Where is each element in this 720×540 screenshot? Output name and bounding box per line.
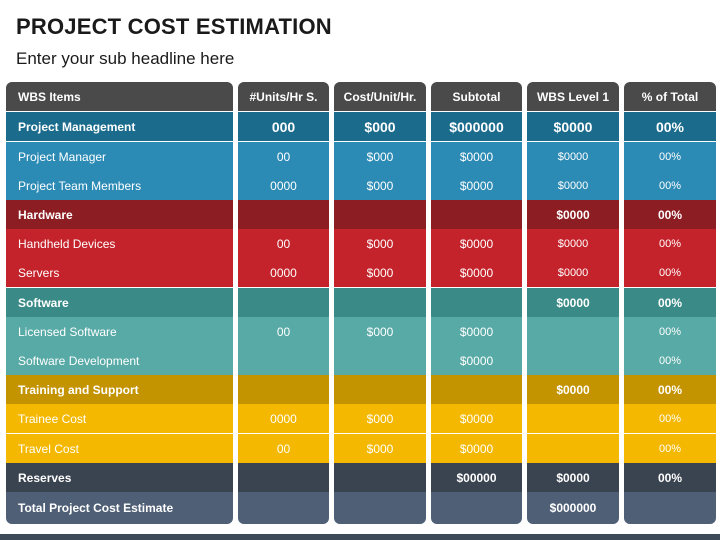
table-cell: 00% <box>624 200 716 229</box>
table-cell: Handheld Devices <box>6 229 233 258</box>
table-cell: 00% <box>624 317 716 346</box>
table-cell: 0000 <box>238 171 329 200</box>
table-cell: $0000 <box>431 142 522 171</box>
column-wbs-level-1: WBS Level 1 $0000 $0000 $0000 $0000 $0000 $000… <box>527 82 619 524</box>
table-cell: 00% <box>624 404 716 433</box>
header-cell: WBS Level 1 <box>527 82 619 111</box>
table-cell <box>431 200 522 229</box>
table-cell: 00 <box>238 229 329 258</box>
table-cell: Software Development <box>6 346 233 375</box>
table-cell: 0000 <box>238 258 329 287</box>
table-cell: 00% <box>624 463 716 492</box>
table-cell: Reserves <box>6 463 233 492</box>
table-cell: $0000 <box>431 317 522 346</box>
table-cell: 00% <box>624 375 716 404</box>
table-cell: 00 <box>238 142 329 171</box>
table-cell: Software <box>6 288 233 317</box>
table-cell: $000000 <box>431 112 522 141</box>
table-cell: $000 <box>334 404 426 433</box>
table-cell <box>431 288 522 317</box>
table-cell: $0000 <box>431 434 522 463</box>
table-cell: 00 <box>238 434 329 463</box>
table-cell: $0000 <box>431 346 522 375</box>
table-cell: $000 <box>334 434 426 463</box>
table-cell: $000000 <box>527 492 619 524</box>
header-cell: WBS Items <box>6 82 233 111</box>
table-cell: $000 <box>334 142 426 171</box>
table-cell <box>624 492 716 524</box>
table-cell <box>238 375 329 404</box>
header-cell: Cost/Unit/Hr. <box>334 82 426 111</box>
table-cell <box>334 463 426 492</box>
table-cell: $000 <box>334 258 426 287</box>
table-cell: Project Manager <box>6 142 233 171</box>
table-cell: 00% <box>624 142 716 171</box>
table-cell: $000 <box>334 229 426 258</box>
bottom-bar <box>0 534 720 540</box>
column-units: #Units/Hr S. 000 00 0000 00 0000 00 0000 00 <box>238 82 329 524</box>
table-cell: $0000 <box>431 229 522 258</box>
table-cell: $0000 <box>527 112 619 141</box>
table-cell <box>527 346 619 375</box>
table-cell <box>431 492 522 524</box>
table-cell: Hardware <box>6 200 233 229</box>
table-cell <box>238 492 329 524</box>
column-percent: % of Total 00% 00% 00% 00% 00% 00% 00% 00% 00% 00%… <box>624 82 716 524</box>
table-cell <box>334 288 426 317</box>
table-cell: $0000 <box>431 404 522 433</box>
column-subtotal: Subtotal $000000 $0000 $0000 $0000 $0000 $0000… <box>431 82 522 524</box>
header-cell: Subtotal <box>431 82 522 111</box>
table-cell <box>527 434 619 463</box>
table-cell <box>334 346 426 375</box>
table-cell: 00 <box>238 317 329 346</box>
table-cell: $0000 <box>527 288 619 317</box>
table-cell: Project Team Members <box>6 171 233 200</box>
table-cell <box>334 200 426 229</box>
table-cell: Travel Cost <box>6 434 233 463</box>
slide-subtitle: Enter your sub headline here <box>16 49 235 68</box>
table-cell <box>238 463 329 492</box>
table-cell <box>238 200 329 229</box>
table-cell: $0000 <box>431 171 522 200</box>
table-cell: 00% <box>624 229 716 258</box>
header-cell: % of Total <box>624 82 716 111</box>
table-cell: $0000 <box>527 258 619 287</box>
table-cell: $000 <box>334 317 426 346</box>
table-cell: $0000 <box>431 258 522 287</box>
table-cell <box>238 346 329 375</box>
table-cell: 00% <box>624 346 716 375</box>
table-cell: $000 <box>334 112 426 141</box>
table-cell: $0000 <box>527 171 619 200</box>
table-cell: Licensed Software <box>6 317 233 346</box>
table-cell: $0000 <box>527 229 619 258</box>
table-cell: $0000 <box>527 142 619 171</box>
table-cell: 00% <box>624 112 716 141</box>
table-cell: 000 <box>238 112 329 141</box>
table-cell <box>334 492 426 524</box>
table-cell: 00% <box>624 434 716 463</box>
table-cell: Total Project Cost Estimate <box>6 492 233 524</box>
column-wbs-items: WBS Items Project Management Project Manag… <box>6 82 233 524</box>
table-cell: $0000 <box>527 200 619 229</box>
table-cell: 0000 <box>238 404 329 433</box>
table-cell <box>431 375 522 404</box>
table-cell: 00% <box>624 171 716 200</box>
table-cell: $000 <box>334 171 426 200</box>
table-cell: Training and Support <box>6 375 233 404</box>
table-cell: Trainee Cost <box>6 404 233 433</box>
table-cell <box>527 404 619 433</box>
table-cell <box>238 288 329 317</box>
table-cell: $0000 <box>527 463 619 492</box>
table-cell: Servers <box>6 258 233 287</box>
table-cell: $00000 <box>431 463 522 492</box>
slide-title: PROJECT COST ESTIMATION <box>16 14 332 39</box>
table-cell <box>334 375 426 404</box>
table-cell: 00% <box>624 258 716 287</box>
table-cell <box>527 317 619 346</box>
header-cell: #Units/Hr S. <box>238 82 329 111</box>
table-cell: 00% <box>624 288 716 317</box>
column-cost: Cost/Unit/Hr. $000 $000 $000 $000 $000 $000 $00… <box>334 82 426 524</box>
table-cell: $0000 <box>527 375 619 404</box>
table-cell: Project Management <box>6 112 233 141</box>
